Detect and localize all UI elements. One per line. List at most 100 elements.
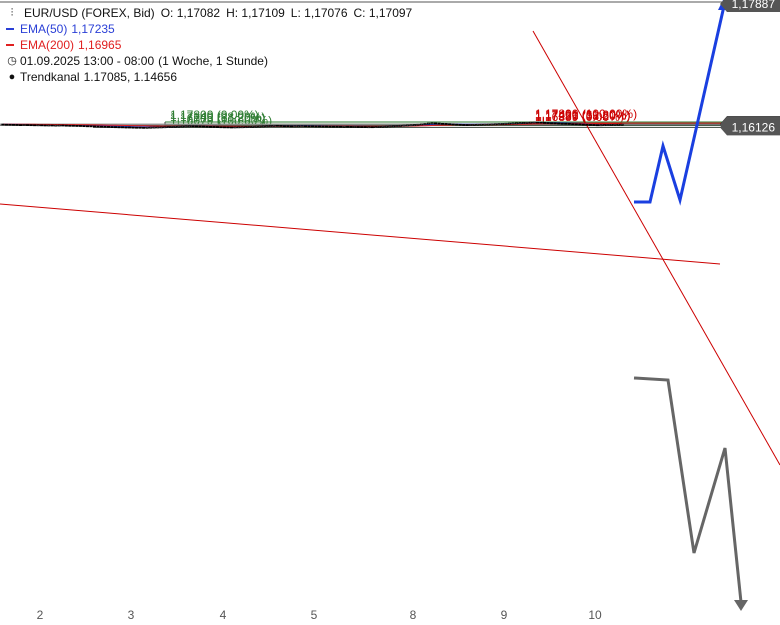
candle-body-21: [75, 125, 79, 127]
legend-high: H: 1,17109: [226, 6, 285, 20]
candle-body-92: [324, 125, 329, 128]
candle-body-171: [602, 124, 607, 127]
chart-legend: ⫶ EUR/USD (FOREX, Bid) O: 1,17082 H: 1,1…: [6, 5, 418, 85]
candle-body-152: [535, 121, 540, 124]
candle-body-119: [419, 123, 424, 126]
candle-body-13: [47, 124, 51, 127]
candle-body-149: [525, 121, 529, 124]
candle-body-34: [120, 126, 125, 129]
candle-body-77: [272, 124, 276, 127]
candle-body-61: [215, 126, 220, 128]
candle-body-37: [131, 126, 135, 129]
candle-body-175: [616, 123, 621, 126]
candle-body-57: [201, 125, 206, 128]
candle-body-101: [356, 126, 360, 128]
candle-body-83: [293, 125, 297, 128]
candle-body-19: [68, 124, 72, 127]
candle-body-29: [103, 125, 107, 128]
projections: [633, 0, 748, 611]
candle-body-73: [258, 125, 262, 128]
candle-body-97: [342, 125, 346, 128]
candle-body-33: [117, 126, 121, 129]
candle-body-40: [142, 126, 146, 129]
trend-value: 1.17085, 1.14656: [83, 70, 178, 84]
candle-body-47: [166, 126, 170, 128]
candle-body-113: [398, 124, 403, 127]
candle-body-159: [560, 122, 564, 125]
ema200-swatch: [6, 44, 14, 46]
candle-body-93: [328, 125, 332, 128]
legend-close: C: 1,17097: [353, 6, 413, 20]
candle-body-42: [149, 126, 153, 129]
fib-red-label-0: 1,17800 (100.00%): [535, 107, 637, 121]
dot-icon: ●: [8, 71, 16, 83]
clock-icon: ◷: [7, 55, 17, 67]
candle-body-167: [588, 124, 592, 126]
candle-body-156: [550, 122, 554, 125]
candle-body-38: [135, 126, 139, 129]
legend-ohlc: ⫶ EUR/USD (FOREX, Bid) O: 1,17082 H: 1,1…: [6, 5, 418, 21]
candle-body-132: [465, 124, 469, 126]
fib-green-label-1: 1,17140 (38.20%): [170, 110, 265, 124]
candle-body-125: [441, 122, 445, 125]
candle-body-32: [113, 126, 118, 129]
candle-body-5: [18, 124, 23, 126]
price-badge-5: 1,16126: [732, 120, 776, 134]
candle-body-26: [92, 125, 97, 128]
candle-body-50: [177, 125, 181, 128]
price-badge-0: 1,17887: [732, 0, 776, 11]
candle-body-94: [332, 125, 336, 128]
candle-body-49: [173, 125, 177, 128]
candle-body-117: [412, 124, 417, 126]
candle-body-58: [205, 125, 209, 128]
candle-body-14: [50, 124, 54, 127]
candle-body-144: [507, 122, 512, 125]
legend-open: O: 1,17082: [160, 6, 221, 20]
x-tick-2: 4: [220, 608, 227, 622]
ema50-label: EMA(50): [20, 22, 68, 36]
trend-lines: [0, 1, 780, 466]
candle-body-103: [363, 126, 367, 128]
candle-body-51: [180, 125, 184, 128]
candle-body-0: [1, 123, 5, 126]
candle-body-36: [128, 126, 132, 129]
candle-body-136: [479, 123, 483, 126]
candle-body-7: [26, 124, 30, 126]
candle-icon: ⫶: [10, 7, 14, 19]
fib-red-label-3: 1,16889 (0.00%): [535, 110, 624, 124]
candle-body-131: [462, 124, 466, 126]
candle-body-10: [36, 124, 40, 127]
candle-body-39: [138, 126, 142, 129]
candle-body-70: [247, 126, 251, 128]
candle-body-60: [212, 126, 216, 128]
price-axis: 1,177501,175001,172501,170001,167501,165…: [720, 0, 780, 136]
ema200-value: 1,16965: [78, 38, 122, 52]
candle-body-79: [279, 125, 283, 127]
candle-body-155: [546, 122, 550, 124]
trend-line-fall: [532, 30, 780, 466]
candle-body-6: [22, 124, 26, 126]
ema50-swatch: [6, 28, 14, 30]
projection-up: [634, 5, 726, 206]
candle-body-161: [567, 123, 571, 125]
candle-body-162: [571, 123, 575, 126]
candle-body-153: [539, 121, 543, 124]
candle-body-133: [469, 124, 473, 126]
candle-body-45: [159, 126, 163, 129]
date-axis: 2 3 4 5 8 9 10: [37, 608, 602, 622]
candle-body-1: [4, 123, 9, 126]
candle-body-71: [251, 125, 255, 128]
candle-body-82: [289, 125, 293, 128]
candle-body-100: [353, 126, 357, 128]
candle-body-151: [532, 121, 536, 124]
candle-body-120: [423, 123, 427, 125]
candle-body-163: [574, 123, 578, 126]
candle-body-4: [15, 124, 19, 126]
candle-body-95: [335, 125, 339, 128]
candle-body-43: [152, 126, 156, 129]
candle-body-140: [493, 123, 497, 126]
legend-period: ◷ 01.09.2025 13:00 - 08:00 (1 Woche, 1 S…: [6, 53, 418, 69]
candle-body-25: [89, 125, 93, 128]
candle-body-27: [96, 125, 100, 128]
